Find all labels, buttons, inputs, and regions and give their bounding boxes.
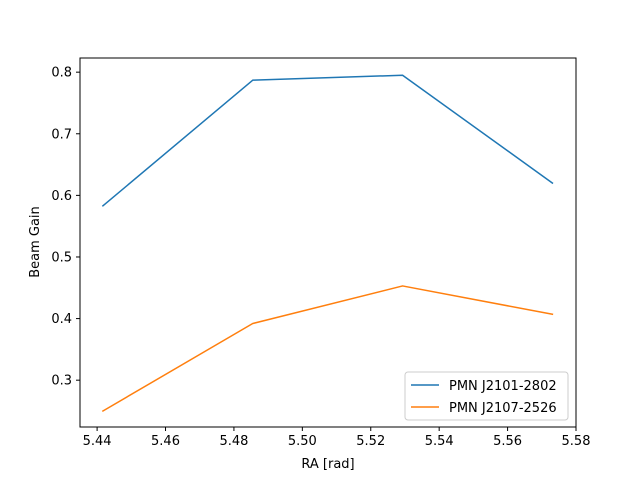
plot-area: 5.44 5.46 5.48 5.50 5.52 5.54 5.56 5.58 0.3 0.4 0.… bbox=[51, 57, 591, 449]
series-line-2 bbox=[101, 285, 554, 413]
x-tick-label: 5.54 bbox=[425, 434, 454, 449]
y-tick-label: 0.4 bbox=[51, 312, 72, 327]
y-axis-label: Beam Gain bbox=[28, 206, 43, 278]
x-tick-label: 5.52 bbox=[356, 434, 385, 449]
y-tick-label: 0.3 bbox=[51, 374, 72, 389]
x-tick-label: 5.48 bbox=[219, 434, 248, 449]
x-tick-label: 5.50 bbox=[288, 434, 317, 449]
x-tick-label: 5.44 bbox=[83, 434, 112, 449]
y-tick-label: 0.6 bbox=[51, 189, 72, 204]
x-tick-label: 5.56 bbox=[493, 434, 522, 449]
legend-box bbox=[404, 371, 569, 421]
x-tick-label: 5.46 bbox=[151, 434, 180, 449]
legend-label-series-1: PMN J2101-2802 bbox=[449, 379, 557, 394]
axes-frame bbox=[79, 57, 577, 428]
series-line-1 bbox=[101, 74, 554, 207]
legend-label-series-2: PMN J2107-2526 bbox=[449, 401, 557, 416]
y-tick-label: 0.5 bbox=[51, 250, 72, 265]
legend: PMN J2101-2802 PMN J2107-2526 bbox=[404, 371, 569, 421]
y-tick-label: 0.8 bbox=[51, 66, 72, 81]
x-axis-label: RA [rad] bbox=[301, 457, 354, 472]
x-tick-label: 5.58 bbox=[562, 434, 591, 449]
y-tick-label: 0.7 bbox=[51, 127, 72, 142]
